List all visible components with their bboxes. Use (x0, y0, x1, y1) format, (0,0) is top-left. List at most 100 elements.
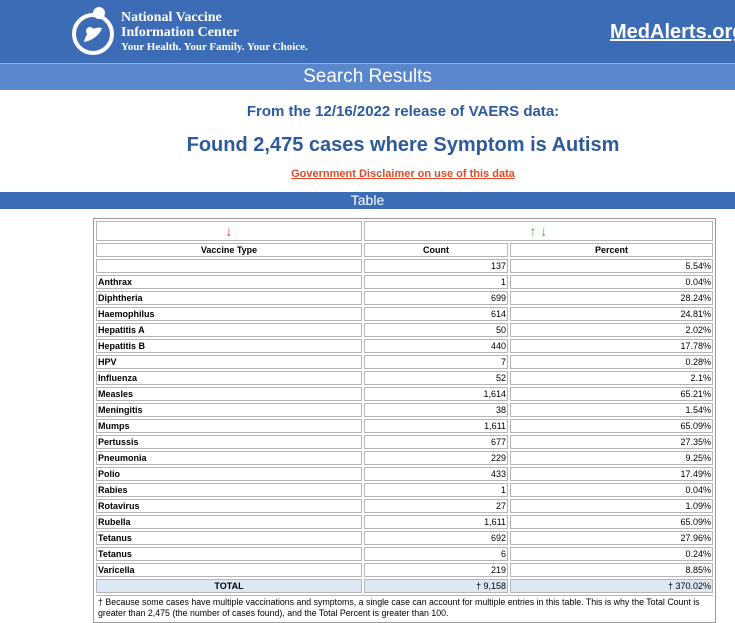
table-header-row: Vaccine Type Count Percent (96, 243, 713, 257)
percent-cell: 2.1% (510, 371, 713, 385)
vaccine-type-cell: Hepatitis B (96, 339, 362, 353)
count-cell: 1,614 (364, 387, 508, 401)
percent-cell: 0.24% (510, 547, 713, 561)
sort-arrow-row: ↓ ↑ ↓ (96, 221, 713, 241)
vaccine-type-cell: Pneumonia (96, 451, 362, 465)
count-cell: 6 (364, 547, 508, 561)
org-name-line1: National Vaccine (121, 10, 222, 25)
percent-cell: 1.09% (510, 499, 713, 513)
total-percent: † 370.02% (510, 579, 713, 593)
percent-cell: 27.96% (510, 531, 713, 545)
org-name: National Vaccine Information Center (121, 10, 239, 40)
org-tagline: Your Health. Your Family. Your Choice. (121, 41, 308, 53)
count-cell: 52 (364, 371, 508, 385)
vaccine-type-cell (96, 259, 362, 273)
percent-cell: 28.24% (510, 291, 713, 305)
table-row: Pneumonia 229 9.25% (96, 451, 713, 465)
count-cell: 699 (364, 291, 508, 305)
sort-vaccine-type-arrow-icon[interactable]: ↓ (96, 221, 362, 241)
count-cell: 27 (364, 499, 508, 513)
percent-cell: 0.28% (510, 355, 713, 369)
table-row: Varicella 219 8.85% (96, 563, 713, 577)
percent-cell: 5.54% (510, 259, 713, 273)
count-cell: 137 (364, 259, 508, 273)
count-cell: 219 (364, 563, 508, 577)
vaccine-type-cell: Influenza (96, 371, 362, 385)
percent-cell: 65.09% (510, 515, 713, 529)
table-row: Mumps 1,611 65.09% (96, 419, 713, 433)
vaccine-type-cell: Varicella (96, 563, 362, 577)
table-row: Measles 1,614 65.21% (96, 387, 713, 401)
count-cell: 614 (364, 307, 508, 321)
count-cell: 440 (364, 339, 508, 353)
count-cell: 1 (364, 483, 508, 497)
table-row: Polio 433 17.49% (96, 467, 713, 481)
section-title-table: Table (0, 192, 735, 209)
table-row: HPV 7 0.28% (96, 355, 713, 369)
results-table-container: ↓ ↑ ↓ Vaccine Type Count Percent 137 5.54… (93, 218, 716, 623)
table-row: Anthrax 1 0.04% (96, 275, 713, 289)
percent-cell: 2.02% (510, 323, 713, 337)
percent-cell: 27.35% (510, 435, 713, 449)
vaccine-type-cell: Meningitis (96, 403, 362, 417)
vaccine-type-cell: Polio (96, 467, 362, 481)
page-title: Search Results (0, 64, 735, 90)
vaccine-type-cell: Tetanus (96, 547, 362, 561)
vaccine-type-cell: Pertussis (96, 435, 362, 449)
count-cell: 229 (364, 451, 508, 465)
column-header-count[interactable]: Count (364, 243, 508, 257)
percent-cell: 17.78% (510, 339, 713, 353)
org-name-line2: Information Center (121, 25, 239, 40)
percent-cell: 65.21% (510, 387, 713, 401)
results-count-heading: Found 2,475 cases where Symptom is Autis… (186, 134, 620, 156)
percent-cell: 8.85% (510, 563, 713, 577)
percent-cell: 17.49% (510, 467, 713, 481)
percent-cell: 0.04% (510, 275, 713, 289)
vaccine-type-cell: Tetanus (96, 531, 362, 545)
total-count: † 9,158 (364, 579, 508, 593)
release-text: From the 12/16/2022 release of VAERS dat… (246, 103, 560, 120)
table-row: Hepatitis A 50 2.02% (96, 323, 713, 337)
count-cell: 50 (364, 323, 508, 337)
table-row: Tetanus 692 27.96% (96, 531, 713, 545)
table-row: Tetanus 6 0.24% (96, 547, 713, 561)
vaccine-type-cell: Anthrax (96, 275, 362, 289)
vaccine-type-cell: Rotavirus (96, 499, 362, 513)
count-cell: 1,611 (364, 419, 508, 433)
table-total-row: TOTAL † 9,158 † 370.02% (96, 579, 713, 593)
table-row: Pertussis 677 27.35% (96, 435, 713, 449)
total-label: TOTAL (96, 579, 362, 593)
percent-cell: 9.25% (510, 451, 713, 465)
vaccine-type-cell: Diphtheria (96, 291, 362, 305)
vaccine-type-cell: Mumps (96, 419, 362, 433)
table-row: Rubella 1,611 65.09% (96, 515, 713, 529)
nvic-family-logo-icon[interactable] (70, 4, 116, 56)
vaccine-type-cell: Haemophilus (96, 307, 362, 321)
table-row: Rabies 1 0.04% (96, 483, 713, 497)
count-cell: 433 (364, 467, 508, 481)
percent-cell: 0.04% (510, 483, 713, 497)
table-row: Haemophilus 614 24.81% (96, 307, 713, 321)
column-header-percent[interactable]: Percent (510, 243, 713, 257)
site-header: National Vaccine Information Center Your… (0, 0, 735, 64)
sort-count-arrows-icon[interactable]: ↑ ↓ (364, 221, 713, 241)
table-row: Influenza 52 2.1% (96, 371, 713, 385)
count-cell: 692 (364, 531, 508, 545)
count-cell: 1 (364, 275, 508, 289)
count-cell: 7 (364, 355, 508, 369)
column-header-vaccine-type[interactable]: Vaccine Type (96, 243, 362, 257)
vaccine-type-cell: HPV (96, 355, 362, 369)
count-cell: 677 (364, 435, 508, 449)
vaccine-type-cell: Hepatitis A (96, 323, 362, 337)
table-row: Meningitis 38 1.54% (96, 403, 713, 417)
vaccine-type-cell: Rubella (96, 515, 362, 529)
count-cell: 1,611 (364, 515, 508, 529)
government-disclaimer-link[interactable]: Government Disclaimer on use of this dat… (291, 168, 515, 180)
percent-cell: 1.54% (510, 403, 713, 417)
medalerts-home-link[interactable]: MedAlerts.org (610, 21, 735, 43)
table-row: Hepatitis B 440 17.78% (96, 339, 713, 353)
table-footnote: † Because some cases have multiple vacci… (96, 595, 713, 620)
table-row: Diphtheria 699 28.24% (96, 291, 713, 305)
percent-cell: 65.09% (510, 419, 713, 433)
vaccine-type-cell: Rabies (96, 483, 362, 497)
